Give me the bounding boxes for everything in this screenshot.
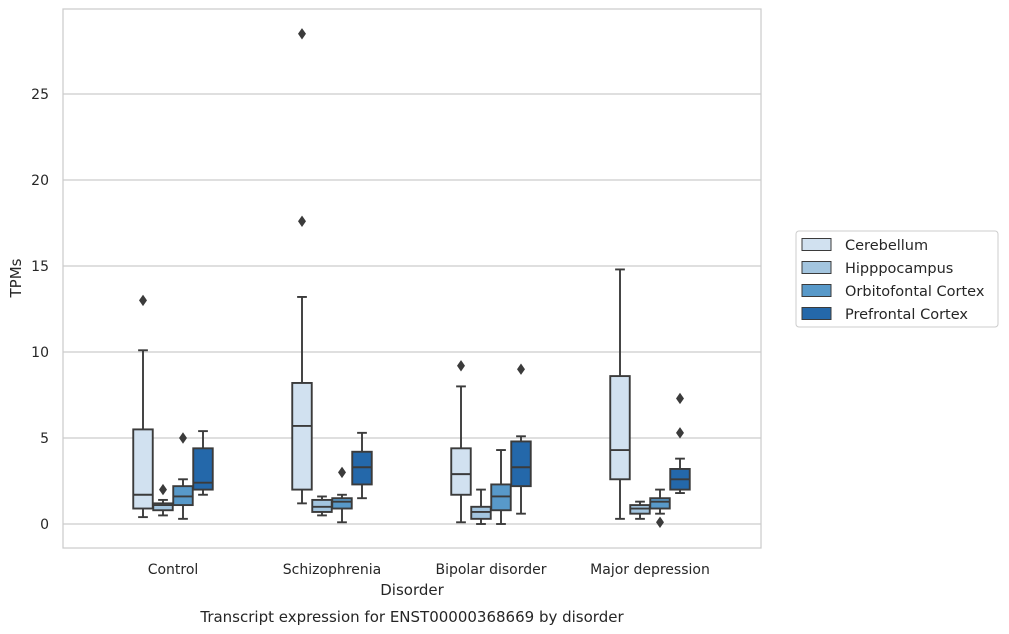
box-outlier bbox=[656, 516, 664, 528]
y-axis-title: TPMs bbox=[7, 258, 25, 298]
box-body bbox=[609, 375, 631, 481]
legend-box bbox=[795, 230, 999, 328]
legend-label: Hipppocampus bbox=[845, 261, 953, 277]
box-outlier bbox=[139, 294, 147, 307]
x-tick-label: Control bbox=[148, 562, 199, 578]
legend-swatch bbox=[801, 307, 832, 320]
y-tick-label: 20 bbox=[31, 173, 49, 189]
x-axis-title: Disorder bbox=[380, 581, 444, 599]
x-tick-label: Schizophrenia bbox=[283, 562, 381, 578]
box-outlier bbox=[676, 427, 684, 439]
y-tick-label: 0 bbox=[40, 517, 49, 533]
legend-label: Orbitofontal Cortex bbox=[845, 284, 985, 300]
legend-swatch bbox=[801, 261, 832, 274]
box-outlier bbox=[298, 28, 306, 40]
legend-swatch bbox=[801, 284, 832, 297]
legend-swatch bbox=[801, 238, 832, 251]
x-tick-label: Bipolar disorder bbox=[435, 562, 546, 578]
box-body bbox=[132, 428, 154, 510]
box-outlier bbox=[457, 360, 465, 372]
y-tick-label: 5 bbox=[40, 431, 49, 447]
x-tick-label: Major depression bbox=[590, 562, 710, 578]
box-body bbox=[152, 502, 174, 512]
legend-label: Cerebellum bbox=[845, 238, 928, 254]
box-outlier bbox=[179, 432, 187, 444]
box-outlier bbox=[298, 215, 306, 227]
box-outlier bbox=[159, 483, 167, 496]
box-body bbox=[291, 382, 313, 491]
y-tick-label: 25 bbox=[31, 87, 49, 103]
box-body bbox=[192, 447, 214, 491]
box-outlier bbox=[676, 392, 684, 405]
box-outlier bbox=[517, 363, 525, 375]
box-body bbox=[510, 440, 532, 488]
box-body bbox=[649, 497, 671, 510]
box-outlier bbox=[338, 466, 346, 479]
y-tick-label: 15 bbox=[31, 259, 49, 275]
box-body bbox=[450, 447, 472, 496]
y-tick-label: 10 bbox=[31, 345, 49, 361]
chart-caption: Transcript expression for ENST0000036866… bbox=[199, 608, 624, 626]
box-body bbox=[331, 497, 353, 510]
legend-label: Prefrontal Cortex bbox=[845, 307, 968, 323]
plot-area bbox=[62, 8, 762, 549]
